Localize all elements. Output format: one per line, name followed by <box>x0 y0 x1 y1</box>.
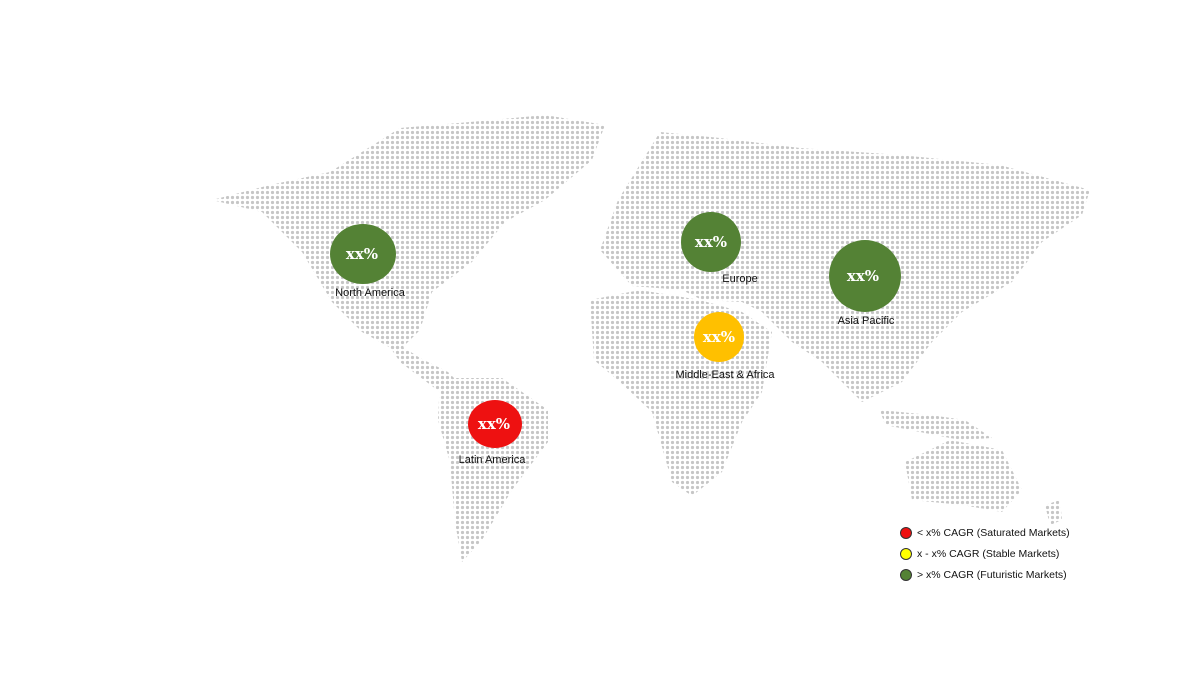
green-dot-icon <box>900 568 912 581</box>
bubble-latin-america[interactable]: xx% Latin America <box>459 400 527 466</box>
africa-landmass <box>590 290 772 496</box>
bubble-asia-pacific[interactable]: xx% Asia Pacific <box>829 240 901 327</box>
legend-item-stable: x - x% CAGR (Stable Markets) <box>900 543 1070 564</box>
region-label: Europe <box>722 273 757 285</box>
central-america-landmass <box>380 332 462 392</box>
bubble-middle-east-africa[interactable]: xx% Middle-East & Africa <box>675 312 775 381</box>
bubble-value: xx% <box>695 233 727 251</box>
bubble-value: xx% <box>478 415 510 433</box>
bubble-europe[interactable]: xx% Europe <box>681 212 758 285</box>
bubble-value: xx% <box>847 267 879 285</box>
new-zealand <box>1045 500 1062 525</box>
bubble-north-america[interactable]: xx% North America <box>330 224 406 299</box>
legend-label: > x% CAGR (Futuristic Markets) <box>917 568 1067 581</box>
legend-item-saturated: < x% CAGR (Saturated Markets) <box>900 522 1070 543</box>
yellow-dot-icon <box>900 547 912 560</box>
australia-landmass <box>905 440 1022 512</box>
legend-item-futuristic: > x% CAGR (Futuristic Markets) <box>900 564 1070 585</box>
continents <box>212 115 1090 562</box>
region-label: North America <box>335 287 406 299</box>
legend-label: < x% CAGR (Saturated Markets) <box>917 526 1070 539</box>
region-label: Asia Pacific <box>838 315 895 327</box>
bubble-value: xx% <box>703 328 735 346</box>
legend: < x% CAGR (Saturated Markets) x - x% CAG… <box>900 522 1070 585</box>
legend-label: x - x% CAGR (Stable Markets) <box>917 547 1060 560</box>
region-label: Latin America <box>459 454 527 466</box>
bubble-value: xx% <box>346 245 378 263</box>
southeast-asia-islands <box>880 410 992 440</box>
red-dot-icon <box>900 526 912 539</box>
region-label: Middle-East & Africa <box>675 369 775 381</box>
north-america-landmass <box>212 115 605 352</box>
